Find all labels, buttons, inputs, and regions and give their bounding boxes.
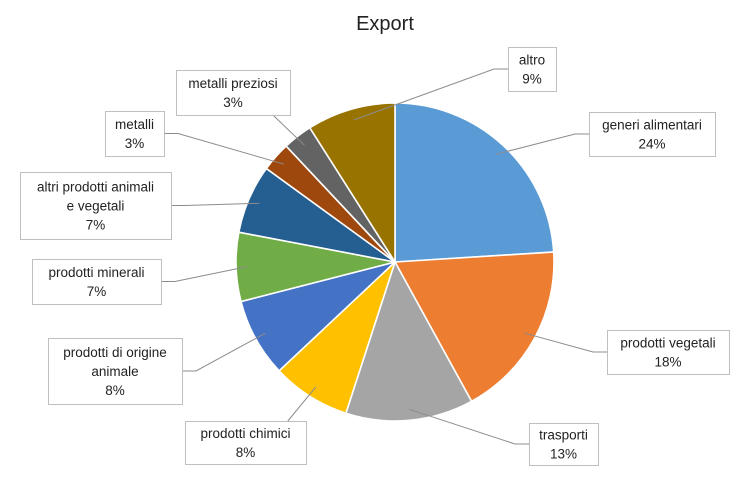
data-label-9: metalli preziosi 3%	[176, 70, 291, 116]
data-label-value: 7%	[86, 218, 106, 233]
data-label-3: trasporti 13%	[529, 423, 599, 466]
data-label-8: metalli 3%	[105, 111, 165, 157]
data-label-4: prodotti chimici 8%	[185, 421, 307, 465]
leader-line-4	[287, 386, 317, 422]
data-label-box	[508, 47, 557, 92]
data-label-value: 8%	[236, 445, 256, 460]
leader-line-9	[272, 114, 305, 146]
data-label-box	[105, 111, 165, 157]
chart-title: Export	[356, 13, 414, 35]
data-labels: generi alimentari 24% prodotti vegetali 18%…	[20, 47, 730, 466]
data-label-6: prodotti minerali 7%	[32, 259, 162, 305]
pie-slice-2	[393, 251, 555, 403]
data-label-value: 9%	[522, 72, 542, 87]
data-label-value: 18%	[654, 355, 681, 370]
data-label-box	[607, 330, 730, 375]
pie-slice-3	[344, 259, 473, 422]
pie-slice-1	[394, 102, 555, 263]
data-label-value: 7%	[87, 284, 107, 299]
data-label-value: 24%	[638, 137, 665, 152]
data-label-box	[48, 338, 183, 405]
pie-slices	[235, 102, 555, 422]
pie-slice-10	[308, 102, 396, 265]
data-label-box	[589, 112, 716, 157]
data-label-category: metalli	[115, 117, 154, 132]
data-label-category: prodotti vegetali	[620, 336, 715, 351]
data-label-value: 3%	[223, 95, 243, 110]
data-label-2: prodotti vegetali 18%	[607, 330, 730, 375]
leader-line-2	[524, 332, 607, 353]
data-label-box	[529, 423, 599, 466]
data-label-1: generi alimentari 24%	[589, 112, 716, 157]
leader-line-6	[161, 266, 248, 282]
leader-lines	[161, 68, 607, 445]
data-label-category: generi alimentari	[602, 118, 702, 133]
leader-line-7	[171, 202, 260, 206]
data-label-10: altro 9%	[508, 47, 557, 92]
data-label-category: e vegetali	[67, 199, 125, 214]
data-label-category: altro	[519, 53, 545, 68]
data-label-box	[32, 259, 162, 305]
data-label-box	[176, 70, 291, 116]
data-label-5: prodotti di origine animale 8%	[48, 338, 183, 405]
data-label-category: altri prodotti animali	[37, 180, 154, 195]
data-label-category: prodotti minerali	[48, 265, 144, 280]
data-label-category: trasporti	[539, 428, 588, 443]
leader-line-3	[408, 408, 529, 445]
data-label-box	[185, 421, 307, 465]
data-label-box	[20, 172, 172, 240]
data-label-category: prodotti chimici	[200, 426, 290, 441]
data-label-category: animale	[91, 364, 138, 379]
data-label-7: altri prodotti animali e vegetali 7%	[20, 172, 172, 240]
leader-line-8	[164, 133, 285, 165]
data-label-value: 13%	[550, 447, 577, 462]
leader-line-1	[496, 133, 589, 155]
leader-line-5	[182, 332, 266, 372]
data-label-category: metalli preziosi	[188, 76, 277, 91]
data-label-category: prodotti di origine	[63, 345, 167, 360]
data-label-value: 8%	[105, 383, 125, 398]
data-label-value: 3%	[125, 136, 145, 151]
leader-line-10	[353, 68, 508, 121]
